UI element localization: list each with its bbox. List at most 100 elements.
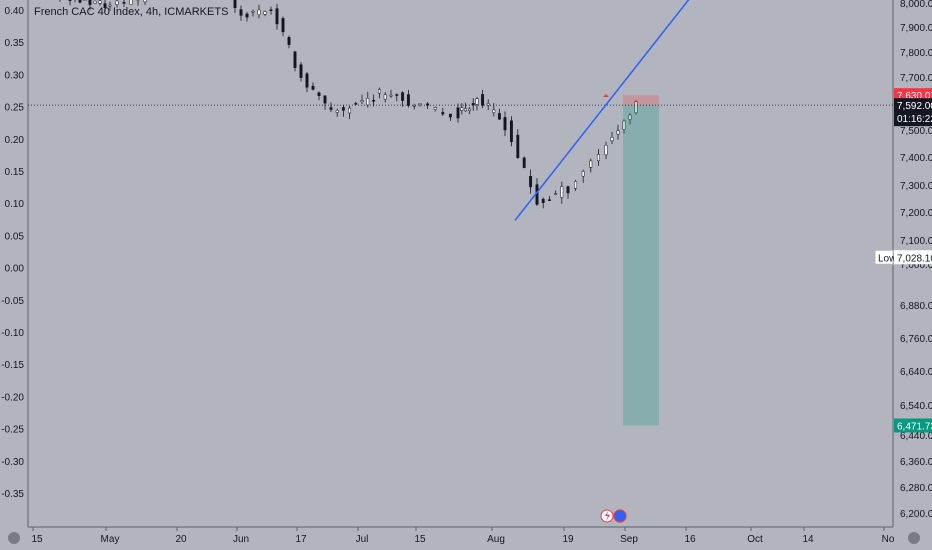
candle-body xyxy=(93,0,97,4)
candle-body xyxy=(348,107,352,114)
right-axis-tick: 8,000.00 xyxy=(900,0,932,10)
settings-icon[interactable] xyxy=(8,532,20,544)
candle-body xyxy=(433,107,437,110)
right-axis-tick: 7,500.00 xyxy=(900,126,932,137)
candle-body xyxy=(78,0,82,3)
candle-body xyxy=(239,9,243,16)
position-stop-zone[interactable] xyxy=(623,95,659,106)
candle-body xyxy=(616,130,620,135)
right-axis-tick: 7,200.00 xyxy=(900,208,932,219)
candle-body xyxy=(372,99,376,102)
right-axis-tick: 7,900.00 xyxy=(900,23,932,34)
x-axis-label: 15 xyxy=(31,534,43,545)
candle-body xyxy=(263,11,267,15)
candle-body xyxy=(122,1,126,4)
left-axis-tick: 0.40 xyxy=(5,6,25,17)
candle-body xyxy=(245,13,249,18)
candle-body xyxy=(560,186,564,198)
candle-body xyxy=(634,101,638,113)
candle-body xyxy=(492,109,496,113)
candle-body xyxy=(233,0,237,8)
left-axis-tick: -0.35 xyxy=(1,489,24,500)
candle-body xyxy=(317,92,321,96)
candle-body xyxy=(481,94,485,106)
alert-marker-icon xyxy=(603,94,609,97)
candle-body xyxy=(366,98,370,106)
candle-body xyxy=(412,105,416,107)
right-axis-tick: 6,360.00 xyxy=(900,457,932,468)
candle-body xyxy=(475,98,479,105)
candle-body xyxy=(604,145,608,156)
candle-body xyxy=(460,107,464,111)
candle-body xyxy=(257,9,261,15)
last-price-tag-bg xyxy=(894,98,932,127)
candle-body xyxy=(541,198,545,203)
left-axis-tick: 0.30 xyxy=(5,70,25,81)
candle-body xyxy=(418,103,422,106)
x-axis-label: Sep xyxy=(620,534,638,545)
candle-body xyxy=(596,154,600,162)
candle-body xyxy=(305,73,309,88)
left-axis-tick: 0.20 xyxy=(5,135,25,146)
candle-body xyxy=(581,171,585,177)
right-axis-tick: 7,700.00 xyxy=(900,73,932,84)
trendline[interactable] xyxy=(514,0,690,221)
left-axis-tick: -0.25 xyxy=(1,425,24,436)
right-axis-tick: 6,200.00 xyxy=(900,509,932,520)
goto-realtime-icon[interactable] xyxy=(908,532,920,544)
candle-body xyxy=(516,134,520,159)
candle-body xyxy=(622,120,626,130)
flag-event-icon[interactable] xyxy=(613,509,627,523)
chart-title: French CAC 40 Index, 4h, ICMARKETS xyxy=(34,6,228,18)
candle-body xyxy=(547,199,551,201)
candle-body xyxy=(68,0,72,1)
candle-body xyxy=(486,103,490,106)
candle-body xyxy=(395,94,399,96)
candle-body xyxy=(108,4,112,7)
candle-body xyxy=(251,10,255,13)
target-price-tag: 6,471.73 xyxy=(897,421,932,432)
x-axis-label: No xyxy=(882,534,895,545)
candle-body xyxy=(441,112,445,115)
x-axis-label: 15 xyxy=(414,534,426,545)
right-axis-tick: 6,280.00 xyxy=(900,483,932,494)
right-axis-tick: 6,540.00 xyxy=(900,401,932,412)
countdown-timer: 01:16:22 xyxy=(897,114,932,125)
candle-body xyxy=(281,18,285,33)
candle-body xyxy=(287,37,291,45)
candle-body xyxy=(574,181,578,189)
right-axis-tick: 7,100.00 xyxy=(900,236,932,247)
left-axis-tick: -0.10 xyxy=(1,328,24,339)
candle-body xyxy=(448,113,452,118)
candle-body xyxy=(406,94,410,106)
candle-body xyxy=(275,8,279,25)
candle-body xyxy=(377,89,381,94)
right-axis-tick: 6,880.00 xyxy=(900,301,932,312)
last-price-tag: 7,592.00 xyxy=(897,101,932,112)
left-axis-tick: 0.05 xyxy=(5,231,25,242)
position-target-zone[interactable] xyxy=(623,105,659,426)
candle-body xyxy=(83,0,87,1)
candle-body xyxy=(115,0,119,5)
low-price-tag-bg xyxy=(894,250,932,265)
candle-body xyxy=(467,108,471,111)
candle-body xyxy=(88,0,92,5)
x-axis-label: Jul xyxy=(356,534,369,545)
x-axis-label: Jun xyxy=(233,534,249,545)
candle-body xyxy=(293,51,297,68)
left-axis-tick: 0.35 xyxy=(5,38,25,49)
candle-body xyxy=(354,103,358,105)
x-axis-label: Aug xyxy=(487,534,505,545)
left-axis-tick: 0.10 xyxy=(5,199,25,210)
stop-price-tag: 7,630.07 xyxy=(897,91,932,102)
x-axis-label: Oct xyxy=(747,534,763,545)
candle-body xyxy=(341,107,345,111)
left-axis-tick: -0.20 xyxy=(1,392,24,403)
candle-body xyxy=(323,95,327,104)
candle-body xyxy=(509,120,513,142)
x-axis-label: 19 xyxy=(562,534,574,545)
left-axis-tick: 0.00 xyxy=(5,264,25,275)
target-price-tag-bg xyxy=(894,418,932,433)
